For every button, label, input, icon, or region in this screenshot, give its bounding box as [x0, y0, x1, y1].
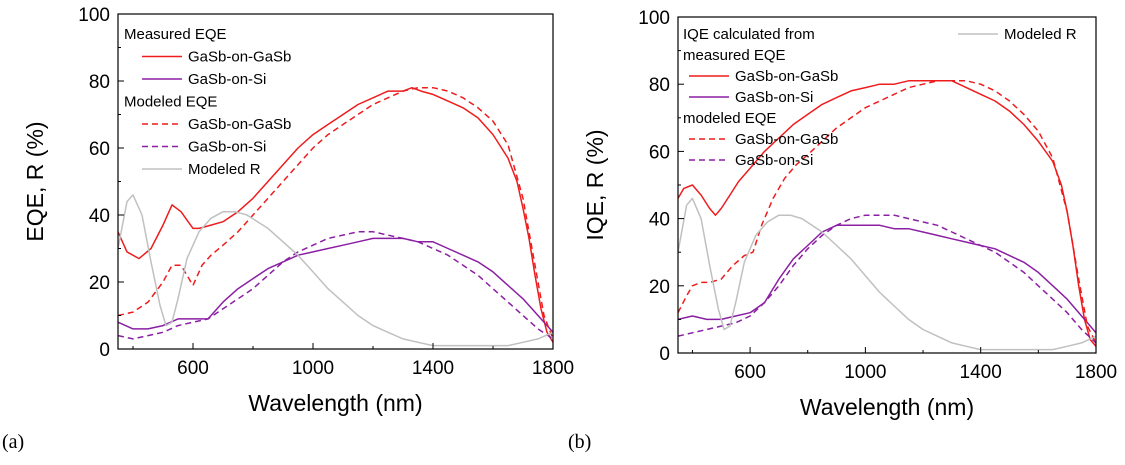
- legend-entry-label: GaSb-on-Si: [735, 152, 813, 169]
- series-line-modeled-3: [118, 231, 553, 340]
- legend-entry-label: GaSb-on-Si: [188, 139, 266, 156]
- x-tick-label: 1800: [532, 358, 574, 379]
- x-tick-label: 1800: [1075, 362, 1117, 383]
- legend-entry-label: Modeled R: [1004, 26, 1077, 43]
- y-tick-label: 0: [99, 340, 110, 361]
- y-tick-label: 40: [649, 210, 670, 231]
- y-tick-label: 100: [78, 5, 110, 26]
- x-tick-label: 600: [734, 362, 766, 383]
- x-tick-label: 1000: [844, 362, 886, 383]
- series-line-measured-4: [118, 194, 553, 347]
- y-tick-label: 100: [638, 8, 670, 29]
- x-tick-label: 600: [177, 358, 209, 379]
- x-axis-label: Wavelength (nm): [248, 390, 422, 416]
- y-tick-label: 80: [89, 72, 110, 93]
- chart-panel-a: 600 1000 1400 1800 0 20 40 60 80 100 Wavelength (n…: [2, 5, 574, 453]
- y-axis-label: IQE, R (%): [582, 129, 608, 240]
- legend-entry-label: GaSb-on-GaSb: [188, 49, 291, 66]
- legend-entry-label: GaSb-on-Si: [188, 71, 266, 88]
- y-tick-label: 20: [89, 273, 110, 294]
- legend-header: Measured EQE: [124, 26, 227, 43]
- series-line-measured-0: [678, 80, 1096, 347]
- x-tick-label: 1000: [292, 358, 334, 379]
- chart-panel-b: 600 1000 1400 1800 0 20 40 60 80 100 Wavelength (n…: [568, 8, 1117, 453]
- panel-label: (b): [568, 431, 591, 453]
- legend-header: Modeled EQE: [124, 94, 217, 111]
- y-axis-label: EQE, R (%): [22, 121, 48, 241]
- x-axis-label: Wavelength (nm): [800, 394, 974, 420]
- panel-label: (a): [2, 431, 24, 453]
- series-line-modeled-3: [678, 214, 1096, 344]
- legend-entry-label: GaSb-on-GaSb: [188, 116, 291, 133]
- legend-header: IQE calculated from: [683, 26, 815, 43]
- series-line-measured-1: [678, 224, 1096, 334]
- series-line-modeled-2: [118, 86, 553, 340]
- series-line-measured-4: [678, 197, 1096, 351]
- x-tick-label: 1400: [412, 358, 454, 379]
- plot-frame: [117, 13, 554, 350]
- legend-header: measured EQE: [683, 47, 786, 64]
- y-tick-label: 20: [649, 277, 670, 298]
- y-tick-label: 40: [89, 206, 110, 227]
- legend-entry-label: GaSb-on-GaSb: [735, 131, 838, 148]
- y-tick-label: 80: [649, 75, 670, 96]
- x-tick-label: 1400: [960, 362, 1002, 383]
- legend-entry-label: GaSb-on-GaSb: [735, 68, 838, 85]
- y-tick-label: 0: [659, 344, 670, 365]
- y-tick-label: 60: [649, 142, 670, 163]
- series-line-measured-0: [118, 86, 553, 343]
- y-tick-label: 60: [89, 139, 110, 160]
- series-line-measured-1: [118, 237, 553, 333]
- legend-entry-label: GaSb-on-Si: [735, 89, 813, 106]
- legend-header: modeled EQE: [683, 110, 776, 127]
- legend-entry-label: Modeled R: [188, 161, 261, 178]
- series-line-modeled-2: [678, 80, 1096, 344]
